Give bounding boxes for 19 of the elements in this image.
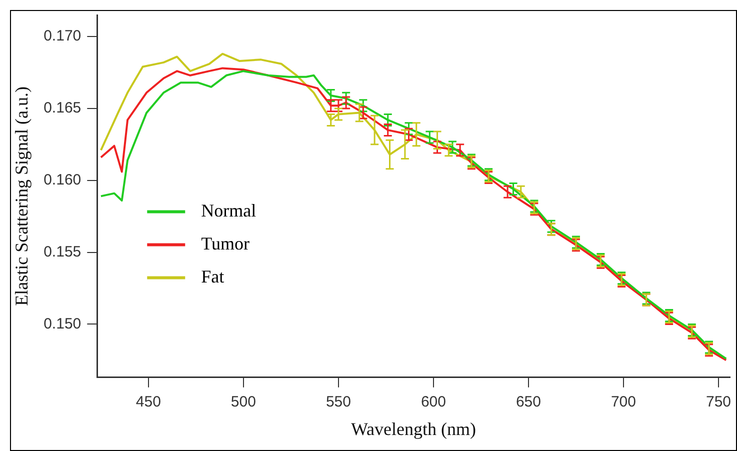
y-tick-label: 0.170 <box>44 28 82 45</box>
point <box>383 124 393 137</box>
y-axis-title: Elastic Scattering Signal (a.u.) <box>12 86 32 306</box>
legend-label: Fat <box>201 266 224 286</box>
x-tick-label: 450 <box>136 394 161 411</box>
x-tick-label: 600 <box>420 394 446 411</box>
x-tick-label: 650 <box>516 394 541 411</box>
x-tick-label: 500 <box>230 394 256 411</box>
legend-label: Tumor <box>201 233 250 254</box>
x-tick-label: 550 <box>326 394 351 411</box>
x-tick-label: 700 <box>610 394 636 411</box>
y-tick-label: 0.160 <box>44 172 82 189</box>
point <box>326 99 336 112</box>
x-axis-title: Wavelength (nm) <box>351 418 476 439</box>
y-tick-label: 0.165 <box>44 100 82 117</box>
y-tick-label: 0.150 <box>44 315 82 332</box>
legend-label: Normal <box>201 200 256 220</box>
y-tick-label: 0.155 <box>44 243 82 260</box>
x-tick-label: 750 <box>706 394 731 411</box>
